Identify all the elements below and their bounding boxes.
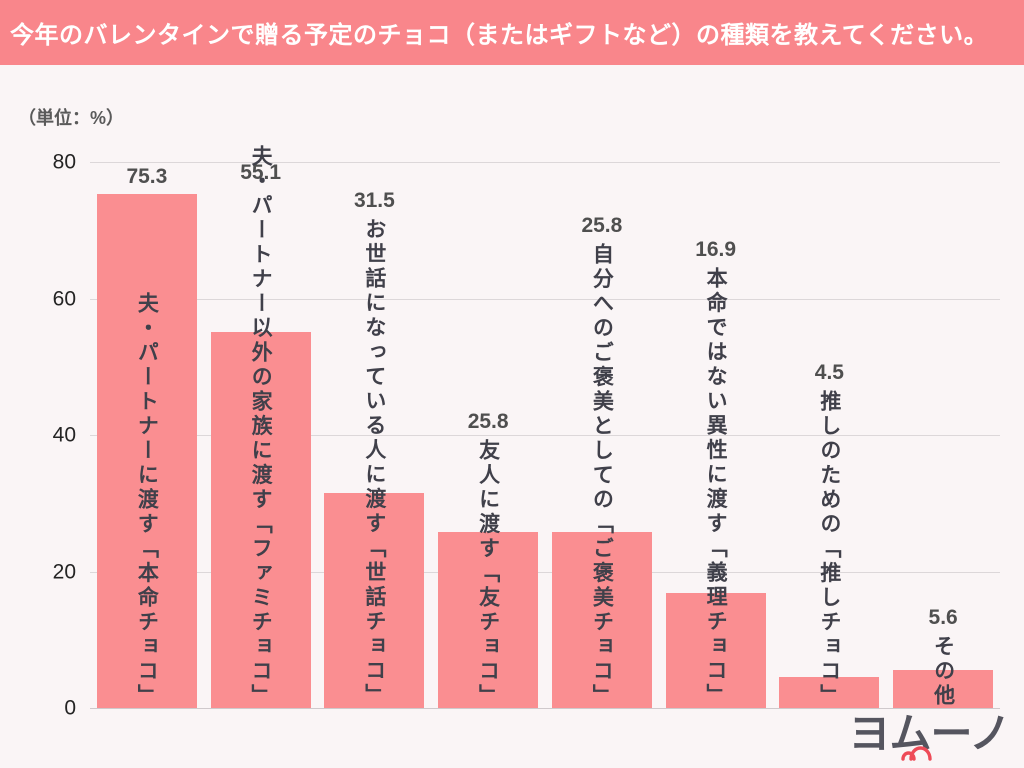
- y-axis-tick-60: 60: [52, 287, 76, 310]
- chart-title-bar: 今年のバレンタインで贈る予定のチョコ（またはギフトなど）の種類を教えてください。: [0, 0, 1024, 65]
- bar-label-wrap: 夫・パートナー以外の家族に渡す「ファミチョコ」: [249, 145, 272, 709]
- bar: [893, 669, 994, 708]
- bar-column: 4.5 推しのための「推しチョコ」: [773, 162, 887, 708]
- logo-heart-arc-icon: [900, 746, 932, 761]
- bar-column: 25.8 自分へのご褒美としての「ご褒美チョコ」: [545, 162, 659, 708]
- gridline-y0: [90, 708, 1000, 709]
- bar-label: 夫・パートナー以外の家族に渡す「ファミチョコ」: [249, 144, 273, 709]
- unit-label: （単位：%）: [18, 108, 125, 128]
- gridline-y60: [90, 298, 1000, 300]
- gridline-y20: [90, 571, 1000, 573]
- bar: [324, 493, 425, 708]
- gridline-y80: [90, 162, 1000, 163]
- y-axis-tick-0: 0: [64, 696, 76, 720]
- bar-label: お世話になっている人に渡す「世話チョコ」: [362, 218, 386, 708]
- bar-label-wrap: 友人に渡す「友チョコ」: [477, 439, 500, 709]
- bar-label-wrap: お世話になっている人に渡す「世話チョコ」: [363, 218, 386, 708]
- bar-column: 55.1 夫・パートナー以外の家族に渡す「ファミチョコ」: [204, 145, 318, 709]
- bar-label-wrap: 夫・パートナーに渡す「本命チョコ」: [135, 194, 159, 709]
- bar-column: 25.8 友人に渡す「友チョコ」: [431, 162, 545, 708]
- bar-label-wrap: その他: [932, 635, 955, 709]
- bar-value: 25.8: [581, 213, 623, 237]
- bar-label-wrap: 本命ではない異性に渡す「義理チョコ」: [704, 267, 727, 708]
- bar-label: その他: [931, 634, 955, 709]
- bar-value: 75.3: [126, 165, 168, 189]
- bar-column: 5.6 その他: [886, 162, 1000, 708]
- bar: [665, 592, 766, 708]
- bar-label: 友人に渡す「友チョコ」: [476, 438, 500, 709]
- bar: [438, 531, 539, 708]
- gridline-y40: [90, 435, 1000, 436]
- yomuno-logo: ヨムーノ: [848, 704, 1011, 764]
- chart-title: 今年のバレンタインで贈る予定のチョコ（またはギフトなど）の種類を教えてください。: [10, 22, 989, 49]
- y-axis-tick-40: 40: [52, 423, 76, 447]
- y-axis-tick-20: 20: [52, 560, 76, 583]
- bar-label-wrap: 推しのための「推しチョコ」: [818, 390, 841, 709]
- bar-label: 本命ではない異性に渡す「義理チョコ」: [704, 267, 728, 708]
- bar-value: 5.6: [928, 605, 958, 629]
- bar-label: 夫・パートナーに渡す「本命チョコ」: [135, 291, 159, 709]
- bar-column: 16.9 本命ではない異性に渡す「義理チョコ」: [659, 162, 773, 708]
- bar-value: 4.5: [814, 360, 844, 384]
- bar: [551, 531, 652, 708]
- bar-column: 31.5 お世話になっている人に渡す「世話チョコ」: [318, 162, 432, 708]
- bar-value: 16.9: [695, 238, 737, 261]
- bar-column: 75.3 夫・パートナーに渡す「本命チョコ」: [90, 162, 204, 708]
- yomuno-logo-text: ヨムーノ: [848, 710, 1011, 757]
- bar-label: 自分へのご褒美としての「ご褒美チョコ」: [590, 242, 614, 709]
- plot-area: 0 20 40 60 80 75.3 夫・パートナーに渡す「本命チョコ」 55.1 夫・パートナ…: [53, 145, 1000, 719]
- bar: [210, 331, 311, 708]
- bar-label-wrap: 自分へのご褒美としての「ご褒美チョコ」: [590, 243, 613, 709]
- bar: [96, 194, 197, 708]
- bar: [779, 677, 880, 708]
- y-axis-tick-80: 80: [52, 150, 76, 174]
- bar-value: 55.1: [240, 161, 282, 184]
- bar-value: 31.5: [353, 189, 395, 212]
- bar-value: 25.8: [467, 409, 509, 433]
- bar-label: 推しのための「推しチョコ」: [817, 389, 841, 709]
